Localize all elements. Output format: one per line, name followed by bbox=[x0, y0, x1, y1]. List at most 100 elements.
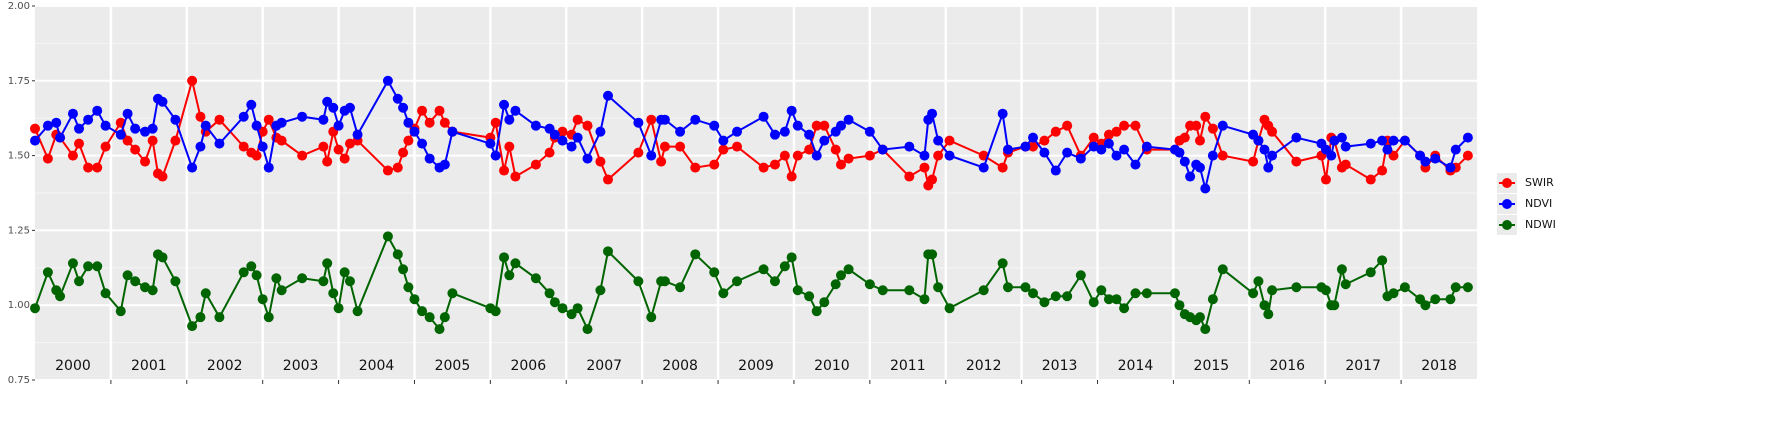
point bbox=[147, 285, 158, 296]
point bbox=[1169, 288, 1180, 299]
point bbox=[603, 174, 614, 185]
point bbox=[1194, 162, 1205, 173]
point bbox=[732, 126, 743, 137]
point bbox=[297, 150, 308, 161]
point bbox=[409, 294, 420, 305]
point bbox=[1130, 288, 1141, 299]
point bbox=[1179, 132, 1190, 143]
point bbox=[690, 249, 701, 260]
point bbox=[417, 138, 428, 149]
point bbox=[557, 303, 568, 314]
point bbox=[276, 285, 287, 296]
point bbox=[157, 96, 168, 107]
point bbox=[122, 135, 133, 146]
point bbox=[1050, 126, 1061, 137]
point bbox=[417, 306, 428, 317]
point bbox=[297, 273, 308, 284]
point bbox=[549, 129, 560, 140]
point bbox=[510, 258, 521, 269]
year-label: 2011 bbox=[890, 358, 926, 374]
point bbox=[490, 150, 501, 161]
point bbox=[1207, 294, 1218, 305]
point bbox=[997, 258, 1008, 269]
point bbox=[333, 120, 344, 131]
point bbox=[1020, 141, 1031, 152]
point bbox=[1103, 129, 1114, 140]
point bbox=[709, 159, 720, 170]
point bbox=[1130, 120, 1141, 131]
point bbox=[447, 288, 458, 299]
point bbox=[187, 75, 198, 86]
point bbox=[195, 312, 206, 323]
point bbox=[843, 114, 854, 125]
point bbox=[1462, 150, 1473, 161]
point bbox=[633, 276, 644, 287]
point bbox=[170, 135, 181, 146]
legend-label: SWIR bbox=[1525, 176, 1554, 189]
point bbox=[1217, 150, 1228, 161]
point bbox=[1291, 282, 1302, 293]
point bbox=[504, 270, 515, 281]
point bbox=[434, 324, 445, 335]
y-tick-label: 1.75 bbox=[8, 76, 30, 87]
point bbox=[424, 312, 435, 323]
point bbox=[246, 261, 257, 272]
point bbox=[1377, 165, 1388, 176]
point bbox=[544, 147, 555, 158]
point bbox=[919, 162, 930, 173]
point bbox=[1445, 294, 1456, 305]
point bbox=[42, 267, 53, 278]
point bbox=[582, 120, 593, 131]
point bbox=[549, 297, 560, 308]
point bbox=[1111, 294, 1122, 305]
point bbox=[792, 285, 803, 296]
point bbox=[864, 150, 875, 161]
point bbox=[510, 171, 521, 182]
point bbox=[1028, 132, 1039, 143]
point bbox=[1267, 126, 1278, 137]
point bbox=[709, 267, 720, 278]
point bbox=[318, 114, 329, 125]
point bbox=[1028, 288, 1039, 299]
point bbox=[398, 147, 409, 158]
year-label: 2015 bbox=[1194, 358, 1230, 374]
point bbox=[1207, 123, 1218, 134]
point bbox=[811, 306, 822, 317]
point bbox=[83, 261, 94, 272]
point bbox=[732, 141, 743, 152]
point bbox=[927, 108, 938, 119]
point bbox=[843, 153, 854, 164]
point bbox=[864, 279, 875, 290]
point bbox=[997, 108, 1008, 119]
point bbox=[758, 162, 769, 173]
point bbox=[709, 120, 720, 131]
point bbox=[978, 162, 989, 173]
point bbox=[933, 282, 944, 293]
point bbox=[140, 126, 151, 137]
point bbox=[1096, 285, 1107, 296]
point bbox=[1259, 144, 1270, 155]
point bbox=[251, 150, 262, 161]
point bbox=[572, 114, 583, 125]
legend-dot bbox=[1502, 178, 1512, 188]
point bbox=[439, 117, 450, 128]
point bbox=[1267, 285, 1278, 296]
point bbox=[485, 138, 496, 149]
point bbox=[490, 306, 501, 317]
point bbox=[1111, 126, 1122, 137]
point bbox=[67, 108, 78, 119]
point bbox=[339, 153, 350, 164]
point bbox=[904, 285, 915, 296]
point bbox=[504, 141, 515, 152]
point bbox=[1382, 144, 1393, 155]
point bbox=[392, 249, 403, 260]
point bbox=[804, 291, 815, 302]
point bbox=[1191, 120, 1202, 131]
point bbox=[271, 273, 282, 284]
point bbox=[769, 129, 780, 140]
point bbox=[30, 123, 40, 134]
point bbox=[1194, 135, 1205, 146]
point bbox=[100, 120, 111, 131]
point bbox=[675, 141, 686, 152]
point bbox=[1062, 120, 1073, 131]
